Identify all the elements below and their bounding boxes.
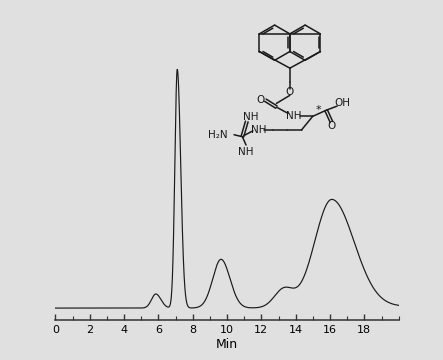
X-axis label: Min: Min: [216, 338, 238, 351]
Text: NH: NH: [238, 147, 254, 157]
Text: H₂N: H₂N: [208, 130, 228, 140]
Text: NH: NH: [244, 112, 259, 122]
Text: OH: OH: [335, 98, 351, 108]
Text: NH: NH: [286, 111, 301, 121]
Text: O: O: [257, 95, 265, 105]
Text: O: O: [286, 87, 294, 97]
Text: O: O: [328, 121, 336, 131]
Text: *: *: [315, 104, 321, 114]
Text: NH: NH: [251, 125, 267, 135]
